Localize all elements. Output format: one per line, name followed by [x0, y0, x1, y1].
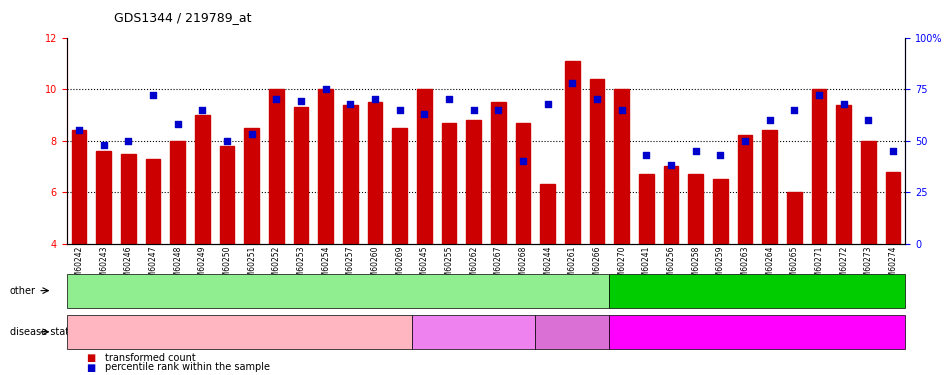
Point — [835, 100, 850, 106]
Bar — [836, 105, 850, 244]
Point — [786, 106, 802, 112]
Bar — [614, 89, 628, 244]
Bar — [441, 123, 456, 244]
Point — [343, 100, 358, 106]
Point — [169, 121, 185, 127]
Bar — [146, 159, 160, 244]
Bar — [762, 130, 776, 244]
Bar — [811, 89, 825, 244]
Bar — [343, 105, 357, 244]
Text: other: other — [10, 286, 35, 296]
Point — [613, 106, 628, 112]
Bar — [170, 141, 185, 244]
Point — [146, 92, 161, 98]
Point — [810, 92, 825, 98]
Bar — [293, 107, 308, 244]
Bar — [515, 123, 530, 244]
Point — [515, 158, 530, 164]
Point — [588, 96, 604, 102]
Point — [194, 106, 209, 112]
Point — [293, 99, 308, 105]
Bar — [392, 128, 407, 244]
Bar — [589, 79, 604, 244]
Point — [416, 111, 431, 117]
Bar — [195, 115, 209, 244]
Point — [367, 96, 383, 102]
Text: percentile rank within the sample: percentile rank within the sample — [105, 363, 269, 372]
Point — [466, 106, 481, 112]
Bar — [219, 146, 234, 244]
Text: histologic class 2B: histologic class 2B — [715, 327, 799, 336]
Point — [540, 100, 555, 106]
Bar — [860, 141, 875, 244]
Text: molecular class type 1: molecular class type 1 — [283, 286, 393, 296]
Bar — [466, 120, 481, 244]
Text: histologic class 2A: histologic class 2A — [530, 327, 613, 336]
Point — [441, 96, 456, 102]
Text: GDS1344 / 219789_at: GDS1344 / 219789_at — [114, 11, 251, 24]
Point — [663, 162, 678, 168]
Bar — [712, 179, 727, 244]
Text: molecular class type 2: molecular class type 2 — [702, 286, 812, 296]
Point — [762, 117, 777, 123]
Bar — [244, 128, 259, 244]
Point — [860, 117, 875, 123]
Bar — [540, 184, 554, 244]
Bar — [737, 135, 752, 244]
Point — [318, 86, 333, 92]
Bar — [663, 166, 678, 244]
Point — [687, 148, 703, 154]
Bar — [638, 174, 653, 244]
Text: histologic class 1 and 2A: histologic class 1 and 2A — [417, 327, 529, 336]
Text: ■: ■ — [86, 363, 95, 372]
Point — [884, 148, 900, 154]
Bar — [121, 153, 135, 244]
Text: histologic class 1: histologic class 1 — [201, 327, 278, 336]
Bar — [367, 102, 382, 244]
Text: ■: ■ — [86, 353, 95, 363]
Text: disease state: disease state — [10, 327, 74, 337]
Bar — [417, 89, 431, 244]
Bar — [884, 172, 900, 244]
Point — [244, 132, 259, 138]
Bar — [786, 192, 801, 244]
Point — [121, 138, 136, 144]
Point — [638, 152, 653, 158]
Point — [712, 152, 727, 158]
Bar — [71, 130, 87, 244]
Point — [71, 128, 87, 134]
Bar — [96, 151, 111, 244]
Bar — [268, 89, 284, 244]
Bar — [490, 102, 506, 244]
Point — [737, 138, 752, 144]
Point — [219, 138, 234, 144]
Point — [96, 142, 111, 148]
Bar — [565, 61, 579, 244]
Point — [490, 106, 506, 112]
Bar — [687, 174, 703, 244]
Bar — [318, 89, 333, 244]
Point — [565, 80, 580, 86]
Point — [268, 96, 284, 102]
Point — [391, 106, 407, 112]
Text: transformed count: transformed count — [105, 353, 195, 363]
